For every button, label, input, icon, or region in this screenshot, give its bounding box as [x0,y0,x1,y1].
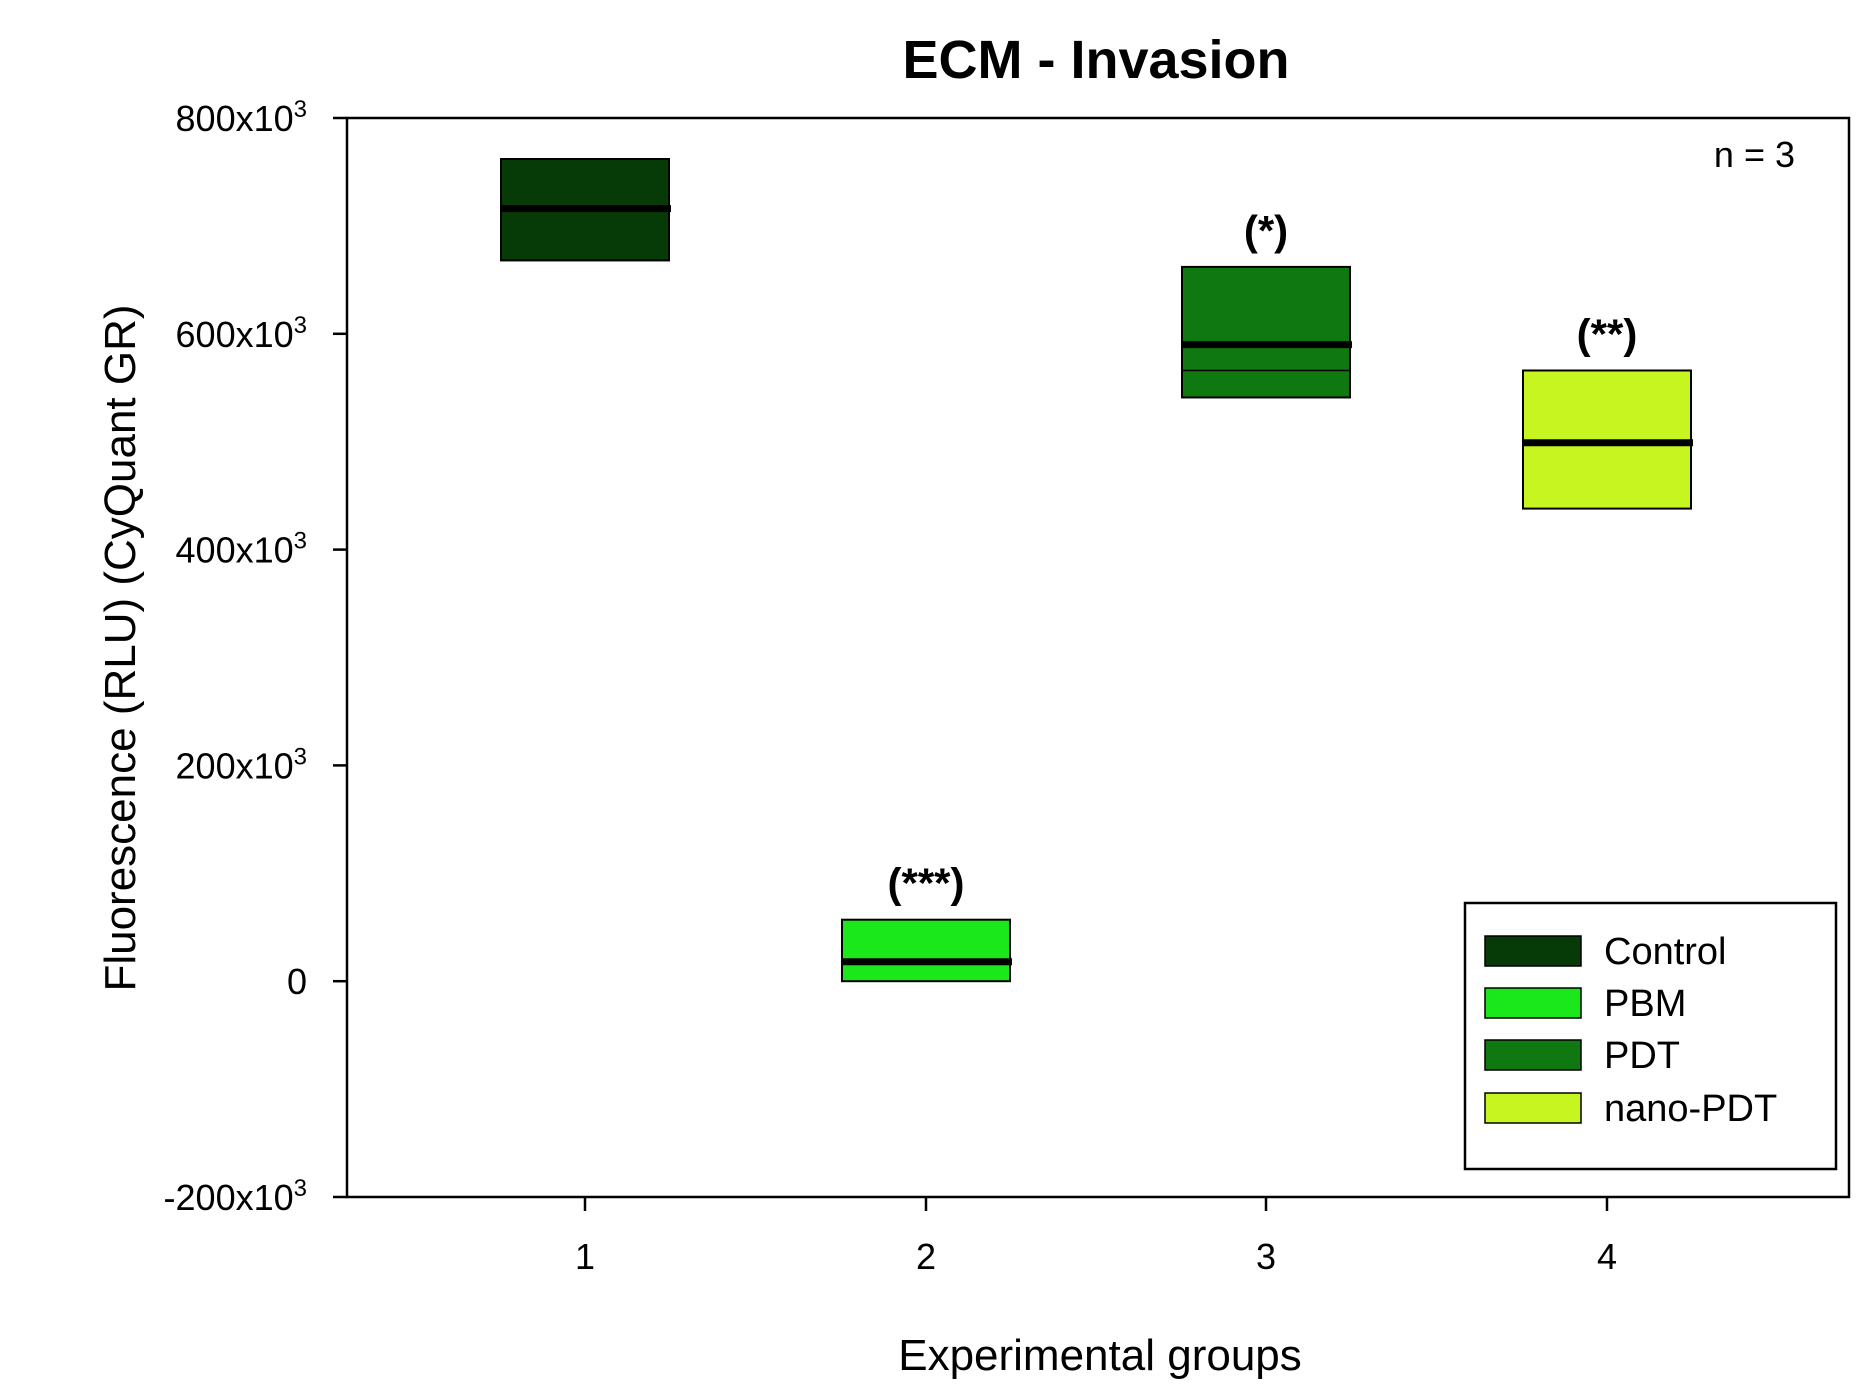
significance-label: (**) [1577,310,1638,357]
x-axis-label: Experimental groups [898,1331,1302,1380]
legend-label: PBM [1604,983,1686,1025]
y-tick-label: 400x103 [176,528,307,571]
legend-item-nano-pdt: nano-PDT [1484,1088,1777,1130]
x-tick-label: 4 [1597,1236,1617,1277]
legend-label: PDT [1604,1035,1680,1077]
box-pdt: (*) [1181,207,1352,399]
y-tick-label: -200x103 [164,1175,307,1218]
legend: Control PBM PDT nano-PDT [1463,901,1838,1171]
y-tick-label: 800x103 [176,96,307,139]
legend-swatch [1484,987,1582,1019]
chart-title: ECM - Invasion [902,30,1289,90]
legend-label: Control [1604,931,1727,973]
x-tick-label: 2 [916,1236,936,1277]
x-tick-label: 3 [1256,1236,1276,1277]
y-axis: -200x103 0 200x103 400x103 600x103 800x103 [164,96,347,1218]
significance-label: (*) [1244,207,1288,254]
y-tick-label: 0 [287,961,307,1002]
legend-label: nano-PDT [1604,1088,1777,1130]
x-axis: 1 2 3 4 [575,1197,1617,1277]
legend-swatch [1484,1039,1582,1071]
boxes: (***) (*) (**) [500,158,1693,983]
legend-swatch [1484,935,1582,967]
plot-area-frame [345,116,1851,1199]
legend-item-pdt: PDT [1484,1035,1680,1077]
sample-size-annotation: n = 3 [1714,134,1795,175]
significance-label: (***) [887,860,964,907]
x-tick-label: 1 [575,1236,595,1277]
legend-item-pbm: PBM [1484,983,1686,1025]
box-nano-pdt: (**) [1522,310,1693,510]
box-control [500,158,671,262]
box-body [841,918,1011,983]
y-axis-label: Fluorescence (RLU) (CyQuant GR) [96,304,145,991]
y-tick-label: 200x103 [176,743,307,786]
legend-swatch [1484,1092,1582,1124]
y-tick-label: 600x103 [176,312,307,355]
box-body [1181,265,1351,399]
legend-item-control: Control [1484,931,1727,973]
box-pbm: (***) [841,860,1012,983]
